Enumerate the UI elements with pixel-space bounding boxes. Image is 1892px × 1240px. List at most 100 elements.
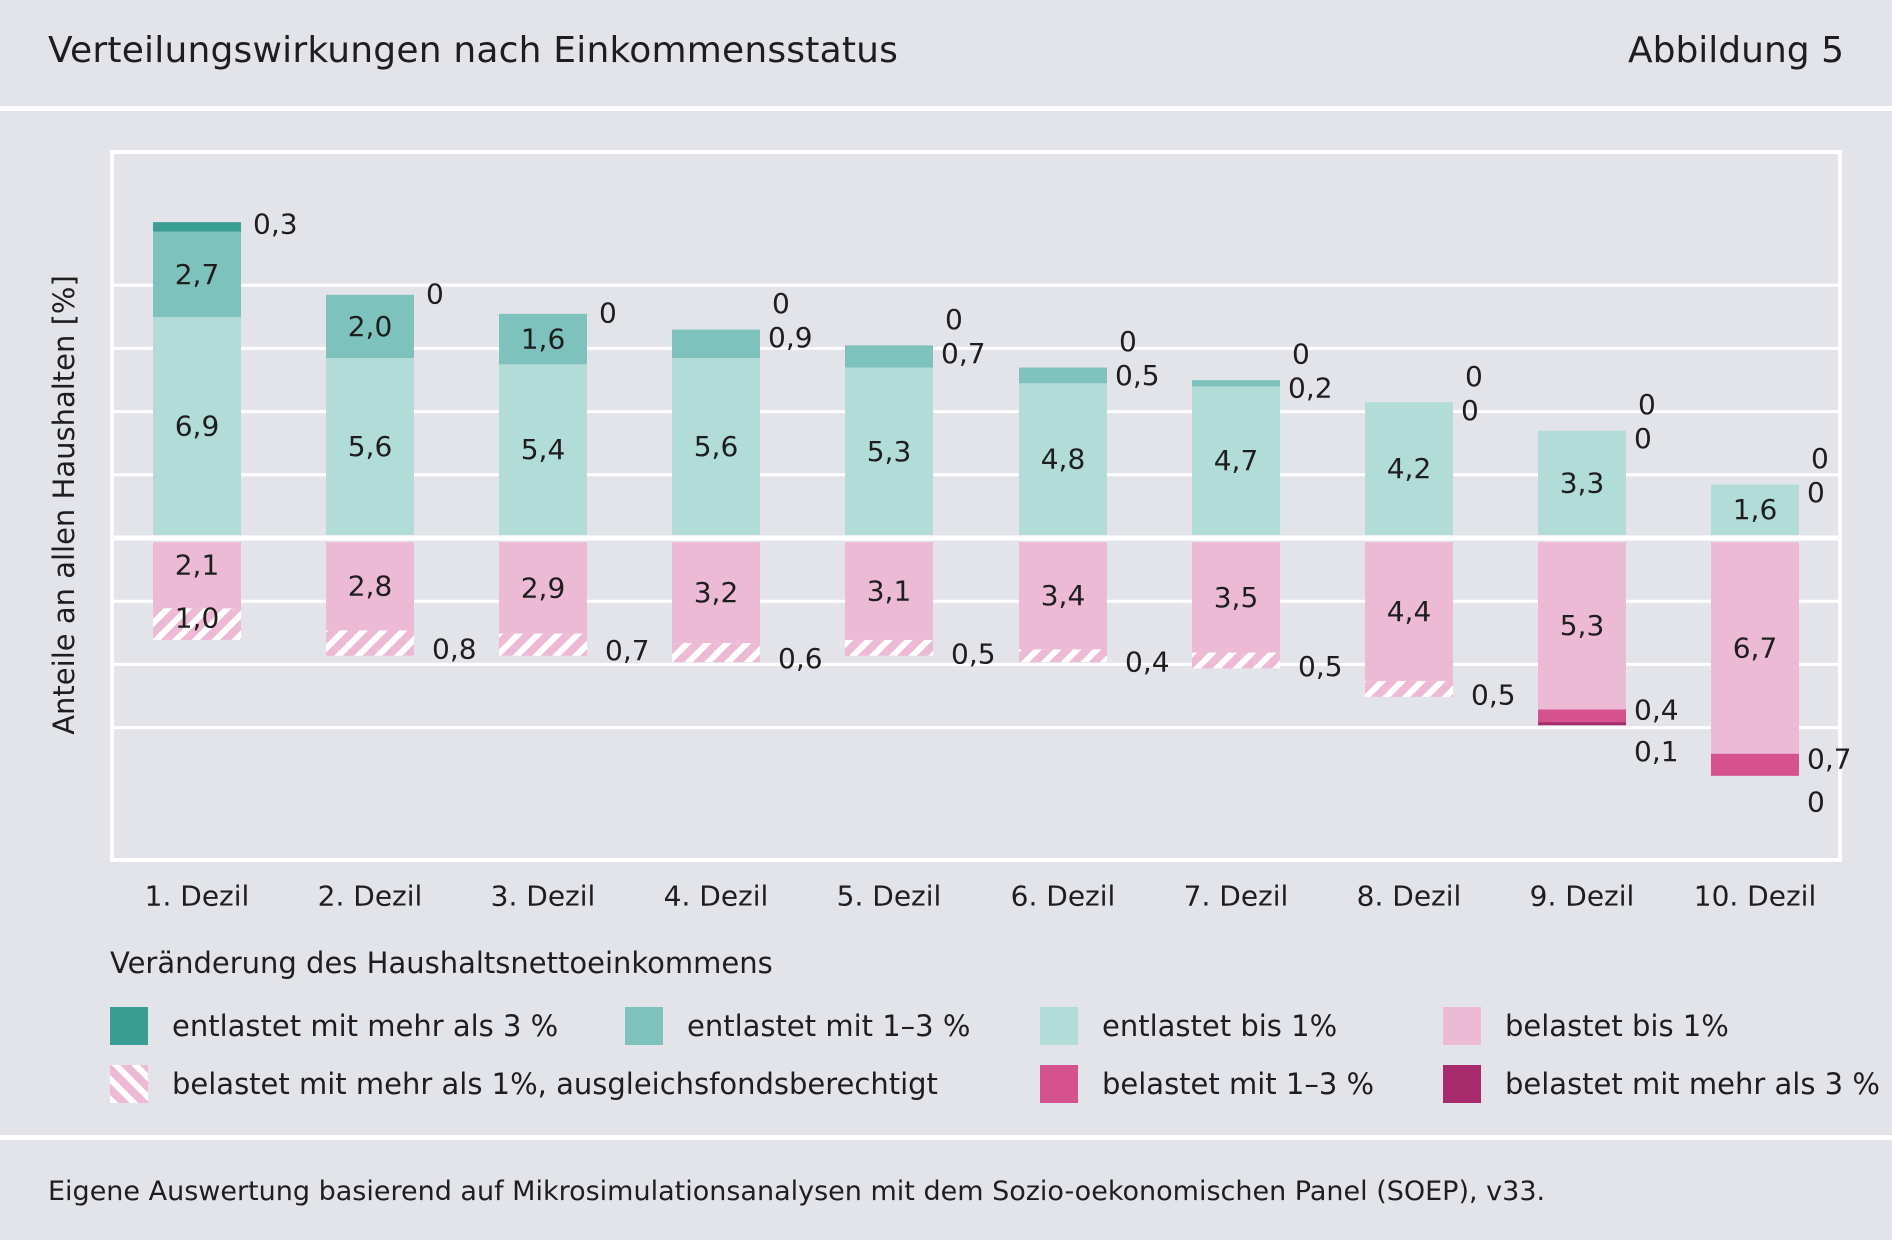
data-label: 0,8	[432, 633, 477, 666]
bar-segment-entlastet-bis-1	[1711, 484, 1799, 535]
bar-segment-belastet-1-3	[1538, 709, 1626, 723]
legend-swatch	[1040, 1007, 1078, 1045]
data-label: 0,5	[1115, 359, 1160, 392]
data-label: 5,3	[867, 435, 912, 468]
bar-segment-belastet-bis-1	[326, 542, 414, 631]
x-tick-label: 4. Dezil	[664, 880, 769, 913]
bar-segment-belastet-bis-1	[1365, 542, 1453, 682]
data-label: 4,2	[1387, 452, 1432, 485]
data-label: 1,6	[521, 323, 566, 356]
x-tick-label: 8. Dezil	[1357, 880, 1462, 913]
data-label: 0,6	[778, 642, 823, 675]
legend-swatch	[1040, 1065, 1078, 1103]
bar-segment-entlastet-1-3	[1019, 367, 1107, 384]
legend-item-entlastet-bis-1: entlastet bis 1%	[1040, 1006, 1337, 1046]
bar-segment-belastet-mehr-3	[1538, 722, 1626, 726]
data-label: 0	[945, 303, 963, 336]
data-label: 3,1	[867, 574, 912, 607]
bar-segment-ausgleichsfondsberechtigt	[845, 639, 933, 656]
plot-frame	[110, 150, 1842, 862]
chart-area: 1. Dezil 2. Dezil 3. Dezil 4. Dezil 5. Dezil…	[47, 150, 1852, 913]
data-label: 0	[599, 296, 617, 329]
legend-swatch	[625, 1007, 663, 1045]
bar-segment-entlastet-1-3	[1192, 380, 1280, 387]
legend-item-belastet-mehr-3: belastet mit mehr als 3 %	[1443, 1064, 1880, 1104]
x-tick-label: 9. Dezil	[1530, 880, 1635, 913]
data-label: 4,7	[1214, 444, 1259, 477]
bar-segment-entlastet-1-3	[153, 231, 241, 317]
data-label: 3,4	[1041, 579, 1086, 612]
legend-item-entlastet-mehr-3: entlastet mit mehr als 3 %	[110, 1006, 558, 1046]
legend-label: entlastet mit 1–3 %	[687, 1009, 971, 1043]
data-label: 2,7	[175, 258, 220, 291]
bar-segment-entlastet-1-3	[672, 329, 760, 359]
data-label: 2,9	[521, 571, 566, 604]
data-label: 2,0	[348, 310, 393, 343]
data-label: 0	[426, 277, 444, 310]
data-label: 0,2	[1288, 372, 1333, 405]
x-tick-label: 5. Dezil	[837, 880, 942, 913]
bar-segment-belastet-bis-1	[672, 542, 760, 644]
legend-item-entlastet-1-3: entlastet mit 1–3 %	[625, 1006, 970, 1046]
bar-segment-ausgleichsfondsberechtigt	[499, 633, 587, 656]
legend-label: belastet mit mehr als 1%, ausgleichsfond…	[172, 1067, 938, 1101]
data-label: 0	[1292, 338, 1310, 371]
data-label: 5,4	[521, 433, 566, 466]
y-axis-label: Anteile an allen Haushalten [%]	[47, 275, 81, 735]
data-label: 0	[1461, 394, 1479, 427]
data-label: 0	[1465, 360, 1483, 393]
bar-segment-ausgleichsfondsberechtigt	[672, 643, 760, 663]
x-tick-label: 7. Dezil	[1184, 880, 1289, 913]
bar-segment-belastet-bis-1	[499, 542, 587, 634]
bar-segment-belastet-bis-1	[1538, 542, 1626, 710]
footer-divider	[0, 1135, 1892, 1140]
bar-segment-entlastet-bis-1	[845, 367, 933, 535]
data-label: 4,4	[1387, 595, 1432, 628]
x-tick-label: 10. Dezil	[1694, 880, 1816, 913]
data-label: 0,4	[1125, 645, 1170, 678]
header-divider	[0, 106, 1892, 111]
legend-swatch	[1443, 1065, 1481, 1103]
legend-label: belastet bis 1%	[1505, 1009, 1729, 1043]
legend-label: entlastet mit mehr als 3 %	[172, 1009, 559, 1043]
legend-label: belastet mit mehr als 3 %	[1505, 1067, 1880, 1101]
legend-item-ausgleichsfondsberechtigt: belastet mit mehr als 1%, ausgleichsfond…	[110, 1064, 938, 1104]
x-tick-label: 3. Dezil	[491, 880, 596, 913]
legend-swatch-hatched	[110, 1065, 148, 1103]
data-label: 3,3	[1560, 466, 1605, 499]
data-label: 0	[1638, 388, 1656, 421]
bar-segment-belastet-bis-1	[1192, 542, 1280, 653]
data-label: 0,9	[768, 321, 813, 354]
data-label: 1,0	[175, 602, 220, 635]
data-label: 0	[772, 287, 790, 320]
chart-title: Verteilungswirkungen nach Einkommensstat…	[48, 30, 899, 71]
data-label: 0,7	[605, 634, 650, 667]
legend-swatch	[1443, 1007, 1481, 1045]
bar-segment-entlastet-bis-1	[499, 364, 587, 535]
data-label: 0,7	[1807, 742, 1852, 775]
bar-segment-entlastet-mehr-3	[153, 222, 241, 232]
data-label: 3,2	[694, 576, 739, 609]
legend-item-belastet-1-3: belastet mit 1–3 %	[1040, 1064, 1374, 1104]
bar-segment-ausgleichsfondsberechtigt	[1365, 681, 1453, 697]
legend-label: belastet mit 1–3 %	[1102, 1067, 1375, 1101]
data-label: 5,6	[348, 430, 393, 463]
bar-segment-ausgleichsfondsberechtigt	[153, 608, 241, 640]
data-label: 0	[1119, 325, 1137, 358]
data-label: 0,4	[1634, 693, 1679, 726]
data-label: 2,1	[175, 549, 220, 582]
bar-segment-ausgleichsfondsberechtigt	[1192, 652, 1280, 669]
bar-segment-entlastet-1-3	[499, 313, 587, 365]
data-label: 6,9	[175, 409, 220, 442]
bar-segment-entlastet-bis-1	[326, 358, 414, 535]
figure-header: Verteilungswirkungen nach Einkommensstat…	[0, 0, 1892, 106]
x-tick-label: 2. Dezil	[318, 880, 423, 913]
data-label: 0	[1811, 442, 1829, 475]
data-label: 0,5	[951, 637, 996, 670]
bar-segment-entlastet-bis-1	[1365, 402, 1453, 535]
bar-segment-entlastet-bis-1	[1019, 383, 1107, 535]
legend-swatch	[110, 1007, 148, 1045]
data-label: 0	[1634, 422, 1652, 455]
data-label: 0,5	[1471, 678, 1516, 711]
legend-label: entlastet bis 1%	[1102, 1009, 1338, 1043]
